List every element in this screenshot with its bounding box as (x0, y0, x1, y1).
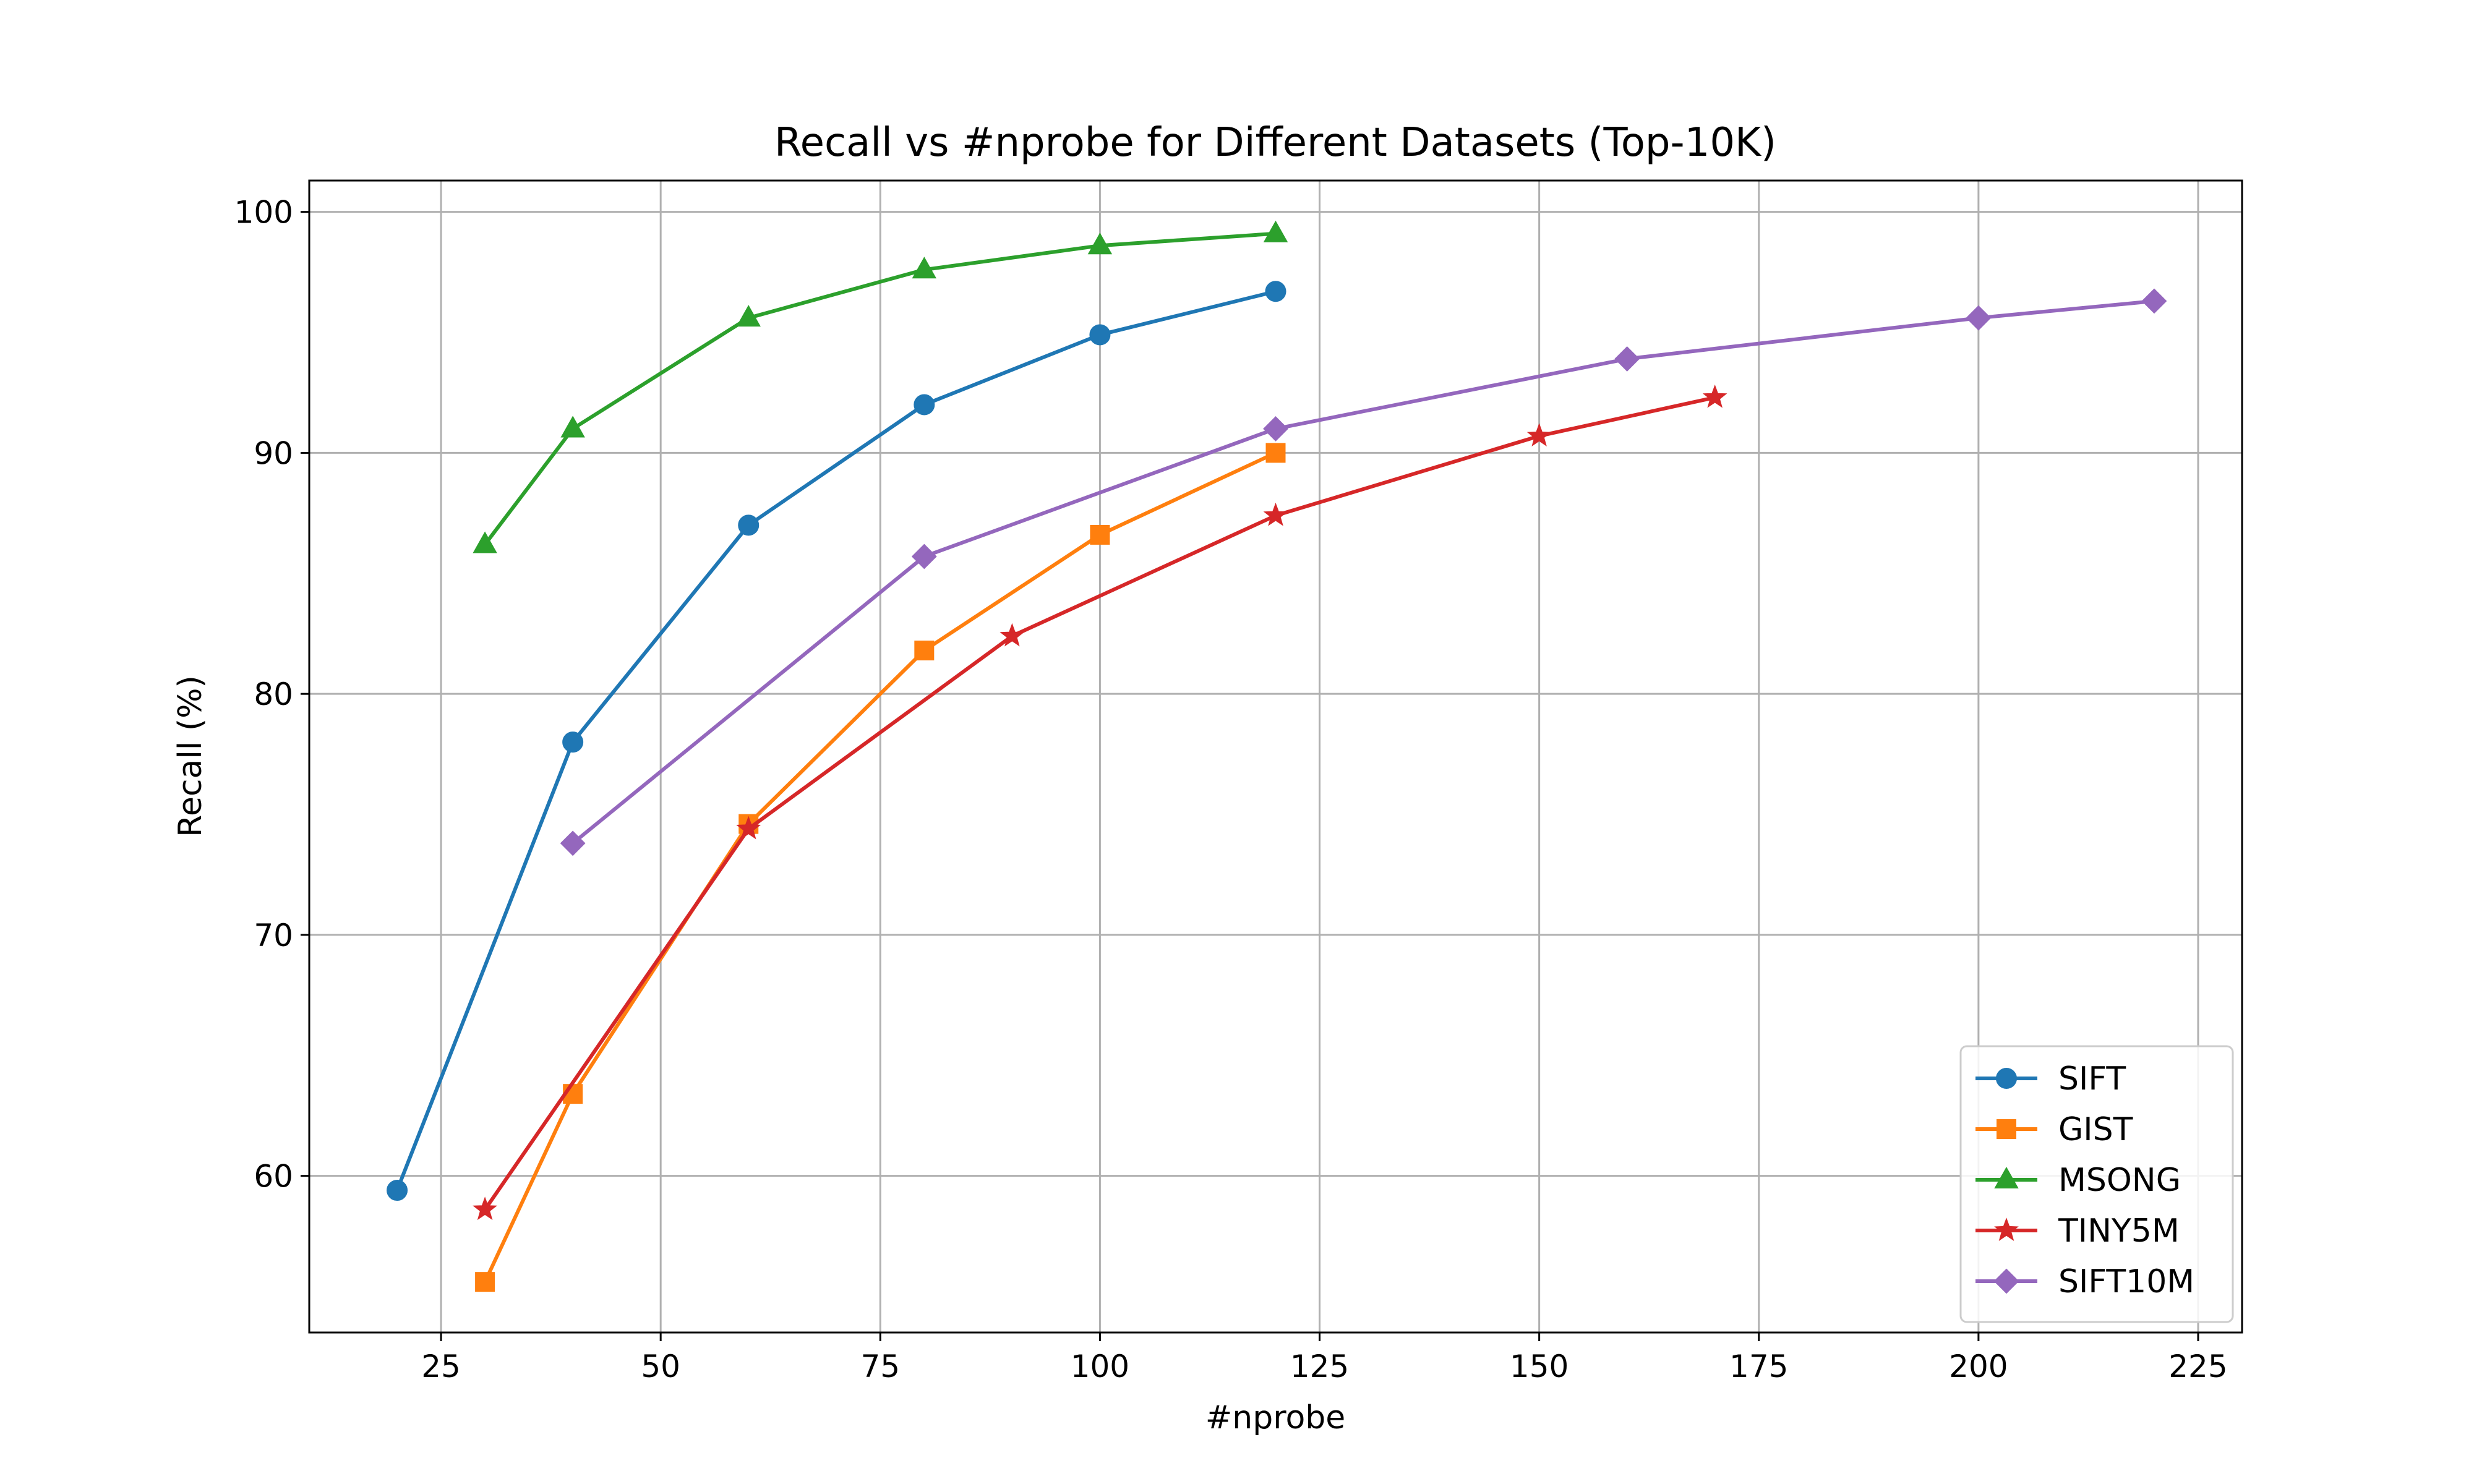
series-sift10m (560, 288, 2167, 856)
data-point-sift (1265, 281, 1286, 302)
y-tick-label: 80 (254, 676, 293, 712)
x-tick-label: 100 (1071, 1349, 1129, 1384)
y-tick-label: 70 (254, 918, 293, 953)
data-point-tiny5m (999, 623, 1025, 647)
legend-label-tiny5m: TINY5M (2058, 1213, 2180, 1250)
data-point-tiny5m (1526, 423, 1552, 447)
series-sift (387, 281, 1286, 1201)
y-axis-label: Recall (%) (172, 675, 209, 837)
x-tick-label: 150 (1510, 1349, 1569, 1384)
data-point-sift10m (1966, 305, 1992, 331)
x-tick-label: 200 (1949, 1349, 2008, 1384)
axis-ticks: 25 50 75 100 125 150 175 200 225 60 70 80 90 100 (234, 195, 2228, 1384)
series-msong (473, 220, 1288, 553)
x-tick-label: 225 (2168, 1349, 2227, 1384)
legend: SIFT GIST MSONG TINY5M SIFT10M (1959, 1045, 2234, 1323)
series-tiny5m (473, 384, 1727, 1221)
data-point-gist (475, 1272, 495, 1292)
data-point-sift10m (560, 830, 586, 856)
legend-label-sift10m: SIFT10M (2058, 1263, 2194, 1300)
data-point-gist (914, 641, 935, 661)
data-point-msong (912, 257, 937, 279)
legend-marker-gist (1997, 1119, 2016, 1139)
series-line-sift10m (571, 299, 2155, 845)
legend-item-tiny5m: TINY5M (1975, 1213, 2180, 1250)
legend-box (1959, 1045, 2234, 1323)
legend-marker-msong (1994, 1166, 2019, 1188)
data-point-sift10m (911, 544, 937, 569)
data-point-sift10m (2141, 288, 2167, 314)
series-layer (387, 220, 2167, 1292)
y-tick-label: 60 (254, 1159, 293, 1195)
x-tick-label: 25 (421, 1349, 461, 1384)
chart-title: Recall vs #nprobe for Different Datasets… (774, 120, 1776, 166)
data-point-sift (738, 514, 760, 536)
y-tick-label: 90 (254, 435, 293, 471)
data-point-tiny5m (1702, 384, 1727, 408)
data-point-msong (473, 531, 497, 553)
legend-label-sift: SIFT (2058, 1060, 2126, 1098)
legend-label-msong: MSONG (2058, 1162, 2181, 1199)
series-line-gist (483, 451, 1277, 1283)
plot-area-frame (308, 179, 2243, 1334)
legend-label-gist: GIST (2058, 1111, 2133, 1148)
data-point-sift (562, 731, 584, 753)
grid-lines (309, 181, 2242, 1333)
series-line-sift (395, 289, 1277, 1192)
data-point-gist (1265, 443, 1286, 463)
legend-item-msong: MSONG (1975, 1162, 2181, 1199)
data-point-tiny5m (473, 1196, 497, 1221)
x-tick-label: 75 (860, 1349, 900, 1384)
x-tick-label: 175 (1729, 1349, 1788, 1384)
data-point-msong (1263, 220, 1288, 242)
data-point-msong (1087, 232, 1113, 255)
legend-item-sift: SIFT (1975, 1060, 2126, 1098)
y-tick-label: 100 (234, 195, 293, 231)
legend-item-sift10m: SIFT10M (1975, 1263, 2194, 1300)
series-line-msong (483, 231, 1276, 546)
legend-item-gist: GIST (1975, 1111, 2133, 1148)
x-axis-label: #nprobe (1205, 1399, 1346, 1436)
x-tick-label: 125 (1290, 1349, 1349, 1384)
data-point-tiny5m (1263, 502, 1288, 526)
legend-marker-sift10m (1993, 1268, 2019, 1294)
legend-marker-sift (1996, 1068, 2017, 1089)
data-point-gist (1090, 524, 1110, 545)
data-point-msong (736, 305, 761, 327)
series-line-tiny5m (483, 395, 1716, 1211)
data-point-sift (387, 1180, 408, 1201)
legend-marker-tiny5m (1994, 1217, 2019, 1241)
data-point-sift (1089, 324, 1111, 346)
data-point-tiny5m (736, 816, 761, 840)
x-tick-label: 50 (641, 1349, 680, 1384)
data-point-sift (914, 394, 935, 416)
data-point-sift10m (1263, 416, 1288, 441)
data-point-msong (560, 416, 585, 438)
data-point-sift10m (1614, 346, 1640, 372)
